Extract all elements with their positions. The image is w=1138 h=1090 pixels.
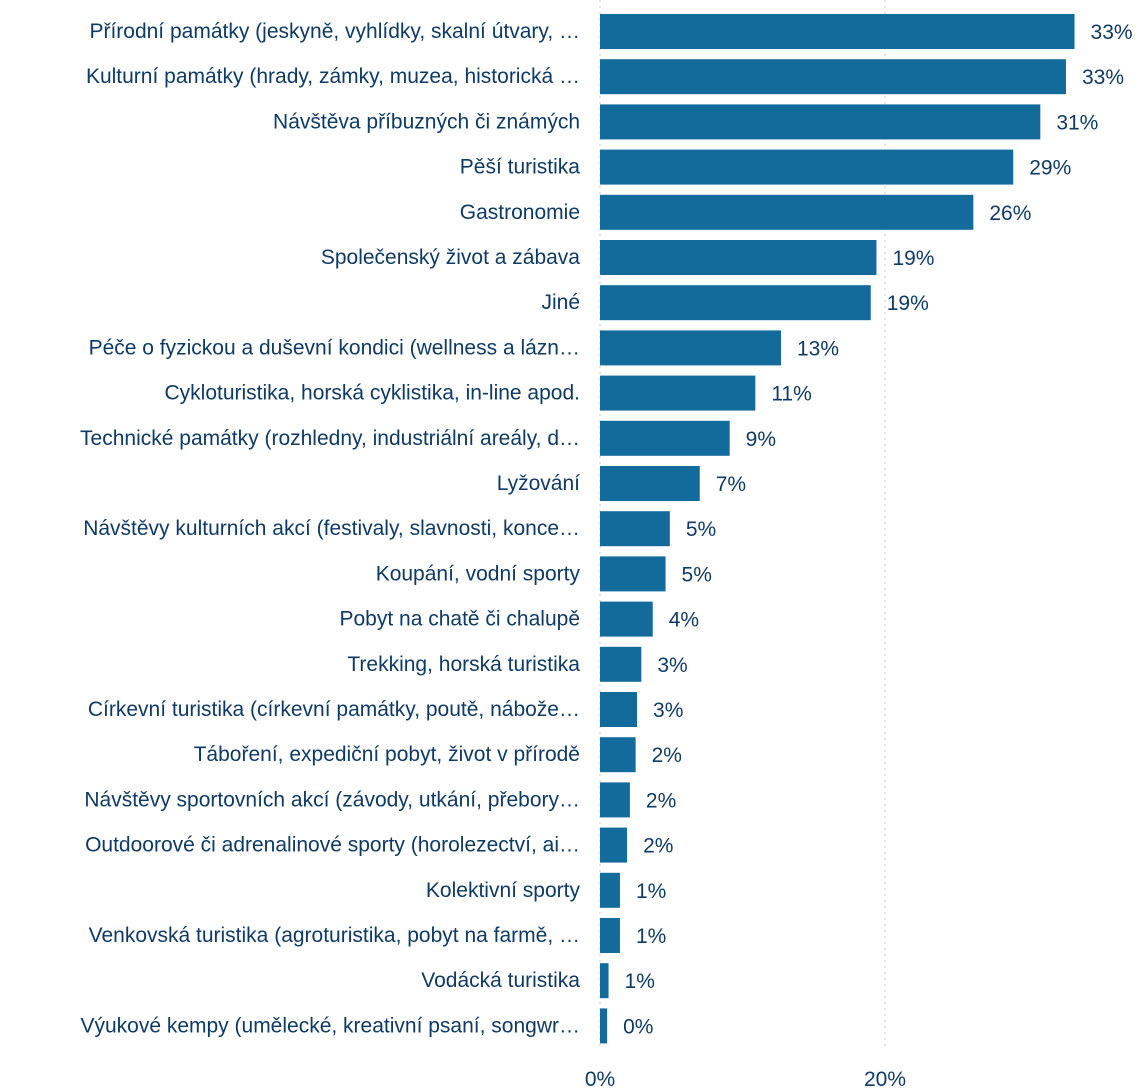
category-label: Návštěva příbuzných či známých bbox=[273, 110, 580, 133]
category-label: Přírodní památky (jeskyně, vyhlídky, ska… bbox=[89, 20, 580, 43]
value-label: 1% bbox=[625, 970, 655, 993]
category-label: Kolektivní sporty bbox=[426, 879, 581, 902]
bar bbox=[600, 692, 638, 727]
value-label: 13% bbox=[797, 337, 839, 360]
category-label: Návštěvy sportovních akcí (závody, utkán… bbox=[84, 788, 580, 811]
value-label: 11% bbox=[771, 383, 811, 406]
bar bbox=[600, 330, 781, 366]
value-label: 2% bbox=[652, 744, 682, 767]
value-label: 7% bbox=[716, 473, 746, 496]
category-label: Jiné bbox=[541, 291, 580, 314]
bar bbox=[600, 14, 1075, 49]
value-label: 19% bbox=[892, 247, 934, 270]
category-label: Návštěvy kulturních akcí (festivaly, sla… bbox=[83, 517, 580, 540]
value-label: 2% bbox=[646, 789, 676, 812]
value-label: 33% bbox=[1082, 66, 1124, 89]
x-axis-tick-labels: 0% 20% bbox=[585, 1068, 906, 1090]
category-label: Technické památky (rozhledny, industriál… bbox=[80, 427, 580, 450]
bar bbox=[600, 375, 756, 411]
value-label: 4% bbox=[669, 609, 699, 632]
bar bbox=[600, 646, 642, 682]
bar bbox=[600, 1008, 608, 1044]
bar bbox=[600, 149, 1014, 185]
value-label: 3% bbox=[657, 654, 687, 677]
category-label: Pobyt na chatě či chalupě bbox=[340, 608, 581, 631]
value-label: 9% bbox=[746, 428, 776, 451]
category-label: Trekking, horská turistika bbox=[347, 653, 580, 676]
bar bbox=[600, 104, 1041, 140]
category-label: Venkovská turistika (agroturistika, poby… bbox=[89, 924, 580, 947]
bar bbox=[600, 59, 1066, 95]
value-label: 31% bbox=[1056, 111, 1098, 134]
category-label: Péče o fyzickou a duševní kondici (welln… bbox=[89, 336, 580, 359]
bar bbox=[600, 420, 730, 456]
value-labels: 33%33%31%29%26%19%19%13%11%9%7%5%5%4%3%3… bbox=[623, 21, 1132, 1038]
bar bbox=[600, 466, 700, 501]
value-label: 0% bbox=[623, 1015, 653, 1038]
bar bbox=[600, 556, 666, 592]
value-label: 5% bbox=[682, 563, 712, 586]
category-label: Táboření, expediční pobyt, život v příro… bbox=[194, 743, 580, 766]
value-label: 3% bbox=[653, 699, 683, 722]
value-label: 5% bbox=[686, 518, 716, 541]
category-label: Outdoorové či adrenalinové sporty (horol… bbox=[85, 834, 580, 857]
category-label: Společenský život a zábava bbox=[321, 246, 580, 269]
category-label: Lyžování bbox=[497, 472, 580, 495]
category-label: Výukové kempy (umělecké, kreativní psaní… bbox=[80, 1014, 580, 1037]
value-label: 19% bbox=[887, 292, 929, 315]
category-label: Cykloturistika, horská cyklistika, in-li… bbox=[165, 382, 581, 405]
bar bbox=[600, 285, 871, 321]
value-label: 26% bbox=[989, 202, 1031, 225]
bar bbox=[600, 918, 620, 953]
bar bbox=[600, 601, 653, 637]
category-label: Pěší turistika bbox=[460, 156, 581, 179]
value-label: 33% bbox=[1091, 21, 1133, 44]
bars bbox=[600, 14, 1075, 1044]
category-label: Gastronomie bbox=[460, 201, 580, 224]
bar bbox=[600, 194, 974, 230]
value-label: 29% bbox=[1029, 157, 1071, 180]
x-tick-label: 20% bbox=[864, 1068, 906, 1090]
value-label: 2% bbox=[643, 835, 673, 858]
bar bbox=[600, 827, 628, 863]
bar bbox=[600, 511, 670, 547]
value-label: 1% bbox=[636, 880, 666, 903]
x-tick-label: 0% bbox=[585, 1068, 615, 1090]
bar bbox=[600, 737, 636, 773]
value-label: 1% bbox=[636, 925, 666, 948]
bar bbox=[600, 963, 609, 999]
category-label: Koupání, vodní sporty bbox=[376, 562, 581, 585]
bar bbox=[600, 782, 630, 818]
bar bbox=[600, 240, 877, 275]
category-label: Vodácká turistika bbox=[421, 969, 580, 992]
category-label: Církevní turistika (církevní památky, po… bbox=[88, 698, 580, 721]
category-labels: Přírodní památky (jeskyně, vyhlídky, ska… bbox=[80, 20, 580, 1037]
category-label: Kulturní památky (hrady, zámky, muzea, h… bbox=[86, 65, 580, 88]
bar bbox=[600, 872, 620, 908]
